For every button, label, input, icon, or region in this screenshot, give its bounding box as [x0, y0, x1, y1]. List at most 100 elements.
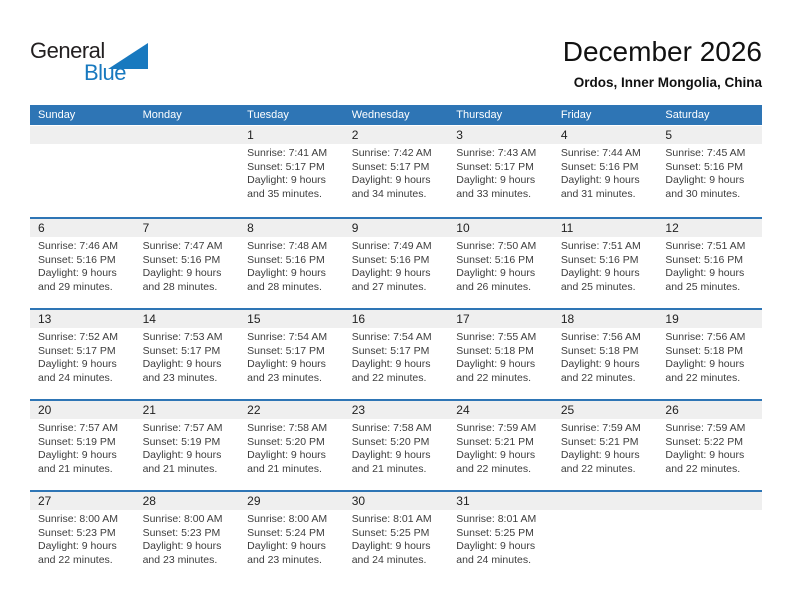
day-number: 27 — [30, 492, 135, 510]
day-cell-empty — [134, 126, 240, 217]
day-info-line: Daylight: 9 hours and 23 minutes. — [247, 540, 326, 566]
day-number: 8 — [239, 219, 344, 237]
day-number: 10 — [448, 219, 553, 237]
day-cell-26: 26 Sunrise: 7:59 AM Sunset: 5:22 PM Dayligh… — [657, 401, 762, 490]
day-info-line: Sunset: 5:19 PM — [142, 435, 221, 448]
day-info-line: Sunrise: 8:00 AM — [247, 513, 328, 525]
day-cell-body — [135, 144, 240, 147]
page-subtitle: Ordos, Inner Mongolia, China — [573, 75, 762, 90]
day-cell-body: Sunrise: 7:47 AM Sunset: 5:16 PM Daylight:… — [135, 237, 240, 294]
day-number: 20 — [30, 401, 135, 419]
day-cell-9: 9 Sunrise: 7:49 AM Sunset: 5:16 PM Daylight… — [343, 219, 449, 308]
day-info-line: Sunset: 5:17 PM — [247, 160, 325, 173]
day-cell-31: 31 Sunrise: 8:01 AM Sunset: 5:25 PM Dayligh… — [448, 492, 553, 581]
day-info-line: Daylight: 9 hours and 22 minutes. — [560, 449, 640, 475]
day-info-line: Sunset: 5:16 PM — [560, 160, 639, 173]
day-info-line: Sunrise: 7:58 AM — [351, 422, 432, 434]
day-info-line: Sunrise: 7:58 AM — [247, 422, 328, 434]
day-info-line: Daylight: 9 hours and 22 minutes. — [38, 540, 117, 566]
day-cell-body: Sunrise: 7:56 AM Sunset: 5:18 PM Daylight:… — [657, 328, 762, 385]
day-info-line: Daylight: 9 hours and 22 minutes. — [456, 449, 536, 475]
day-cell-19: 19 Sunrise: 7:56 AM Sunset: 5:18 PM Dayligh… — [657, 310, 762, 399]
day-info-line: Daylight: 9 hours and 23 minutes. — [247, 358, 326, 384]
day-info-line: Sunset: 5:23 PM — [38, 526, 116, 539]
day-info-line: Daylight: 9 hours and 24 minutes. — [38, 358, 117, 384]
day-info-line: Sunset: 5:25 PM — [351, 526, 430, 539]
day-info-line: Sunrise: 7:56 AM — [560, 331, 641, 343]
day-cell-body: Sunrise: 7:59 AM Sunset: 5:21 PM Daylight:… — [448, 419, 553, 476]
week-row-5: 27 Sunrise: 8:00 AM Sunset: 5:23 PM Dayligh… — [30, 490, 762, 581]
day-info-line: Sunset: 5:16 PM — [665, 160, 744, 173]
day-cell-body — [553, 510, 658, 513]
day-cell-21: 21 Sunrise: 7:57 AM Sunset: 5:19 PM Dayligh… — [134, 401, 240, 490]
day-info-line: Sunset: 5:19 PM — [38, 435, 116, 448]
day-cell-body: Sunrise: 7:45 AM Sunset: 5:16 PM Daylight:… — [657, 144, 762, 201]
day-cell-body: Sunrise: 7:57 AM Sunset: 5:19 PM Daylight:… — [135, 419, 240, 476]
day-info-line: Sunrise: 7:53 AM — [142, 331, 223, 343]
day-info-line: Daylight: 9 hours and 30 minutes. — [665, 174, 745, 200]
day-cell-body: Sunrise: 7:51 AM Sunset: 5:16 PM Daylight:… — [553, 237, 658, 294]
page-header: General Blue December 2026 Ordos, Inner … — [0, 0, 792, 105]
day-cell-20: 20 Sunrise: 7:57 AM Sunset: 5:19 PM Dayligh… — [30, 401, 135, 490]
weekday-header-row: Sunday Monday Tuesday Wednesday Thursday Frid… — [30, 105, 762, 125]
day-info-line: Daylight: 9 hours and 33 minutes. — [456, 174, 536, 200]
day-cell-body: Sunrise: 8:00 AM Sunset: 5:24 PM Daylight:… — [239, 510, 344, 567]
day-number: 13 — [30, 310, 135, 328]
day-info-line: Sunrise: 7:57 AM — [142, 422, 223, 434]
day-cell-1: 1 Sunrise: 7:41 AM Sunset: 5:17 PM Daylight… — [239, 126, 344, 217]
day-number: 2 — [343, 126, 449, 144]
day-cell-body: Sunrise: 7:41 AM Sunset: 5:17 PM Daylight:… — [239, 144, 344, 201]
day-cell-body: Sunrise: 7:52 AM Sunset: 5:17 PM Daylight:… — [30, 328, 135, 385]
day-info-line: Daylight: 9 hours and 22 minutes. — [456, 358, 536, 384]
day-cell-28: 28 Sunrise: 8:00 AM Sunset: 5:23 PM Dayligh… — [134, 492, 240, 581]
day-info-line: Sunrise: 7:52 AM — [38, 331, 118, 343]
day-cell-body: Sunrise: 8:00 AM Sunset: 5:23 PM Daylight:… — [135, 510, 240, 567]
day-number: 25 — [552, 401, 658, 419]
page-title: December 2026 — [562, 36, 762, 67]
day-info-line: Sunrise: 8:01 AM — [456, 513, 537, 525]
day-cell-body: Sunrise: 8:01 AM Sunset: 5:25 PM Daylight:… — [448, 510, 553, 567]
week-row-2: 6 Sunrise: 7:46 AM Sunset: 5:16 PM Daylight… — [30, 217, 762, 308]
day-info-line: Daylight: 9 hours and 22 minutes. — [351, 358, 431, 384]
day-cell-body: Sunrise: 7:49 AM Sunset: 5:16 PM Daylight:… — [344, 237, 449, 294]
weekday-thursday: Thursday — [456, 109, 503, 121]
day-info-line: Sunset: 5:21 PM — [456, 435, 534, 448]
day-info-line: Sunset: 5:17 PM — [351, 160, 430, 173]
day-info-line: Daylight: 9 hours and 21 minutes. — [38, 449, 117, 475]
day-cell-22: 22 Sunrise: 7:58 AM Sunset: 5:20 PM Dayligh… — [239, 401, 344, 490]
day-info-line: Sunset: 5:16 PM — [665, 253, 744, 266]
day-info-line: Daylight: 9 hours and 28 minutes. — [142, 267, 222, 293]
day-number — [657, 492, 762, 510]
day-cell-15: 15 Sunrise: 7:54 AM Sunset: 5:17 PM Dayligh… — [239, 310, 344, 399]
day-number: 29 — [239, 492, 344, 510]
day-cell-empty — [30, 126, 135, 217]
day-number: 15 — [239, 310, 344, 328]
day-number: 24 — [448, 401, 553, 419]
day-cell-body: Sunrise: 7:59 AM Sunset: 5:21 PM Daylight:… — [553, 419, 658, 476]
day-cell-body: Sunrise: 7:42 AM Sunset: 5:17 PM Daylight:… — [344, 144, 449, 201]
day-number: 1 — [239, 126, 344, 144]
logo-triangle-icon — [108, 43, 148, 69]
day-info-line: Sunset: 5:20 PM — [351, 435, 430, 448]
day-cell-30: 30 Sunrise: 8:01 AM Sunset: 5:25 PM Dayligh… — [343, 492, 449, 581]
day-info-line: Sunrise: 7:45 AM — [665, 147, 746, 159]
general-blue-logo: General Blue — [30, 38, 148, 88]
day-cell-24: 24 Sunrise: 7:59 AM Sunset: 5:21 PM Dayligh… — [448, 401, 553, 490]
day-info-line: Sunset: 5:20 PM — [247, 435, 325, 448]
day-info-line: Sunset: 5:22 PM — [665, 435, 744, 448]
day-number: 23 — [343, 401, 449, 419]
day-cell-body: Sunrise: 7:56 AM Sunset: 5:18 PM Daylight:… — [553, 328, 658, 385]
day-cell-12: 12 Sunrise: 7:51 AM Sunset: 5:16 PM Dayligh… — [657, 219, 762, 308]
day-number: 6 — [30, 219, 135, 237]
day-info-line: Sunrise: 7:49 AM — [351, 240, 432, 252]
day-cell-body: Sunrise: 7:51 AM Sunset: 5:16 PM Daylight:… — [657, 237, 762, 294]
day-cell-body: Sunrise: 7:50 AM Sunset: 5:16 PM Daylight:… — [448, 237, 553, 294]
day-cell-8: 8 Sunrise: 7:48 AM Sunset: 5:16 PM Daylight… — [239, 219, 344, 308]
title-block: December 2026 Ordos, Inner Mongolia, Chi… — [563, 36, 762, 90]
day-info-line: Sunrise: 7:41 AM — [247, 147, 328, 159]
day-cell-5: 5 Sunrise: 7:45 AM Sunset: 5:16 PM Daylight… — [657, 126, 762, 217]
day-info-line: Sunset: 5:16 PM — [456, 253, 534, 266]
day-info-line: Sunset: 5:17 PM — [351, 344, 430, 357]
day-number: 9 — [343, 219, 449, 237]
day-cell-13: 13 Sunrise: 7:52 AM Sunset: 5:17 PM Dayligh… — [30, 310, 135, 399]
